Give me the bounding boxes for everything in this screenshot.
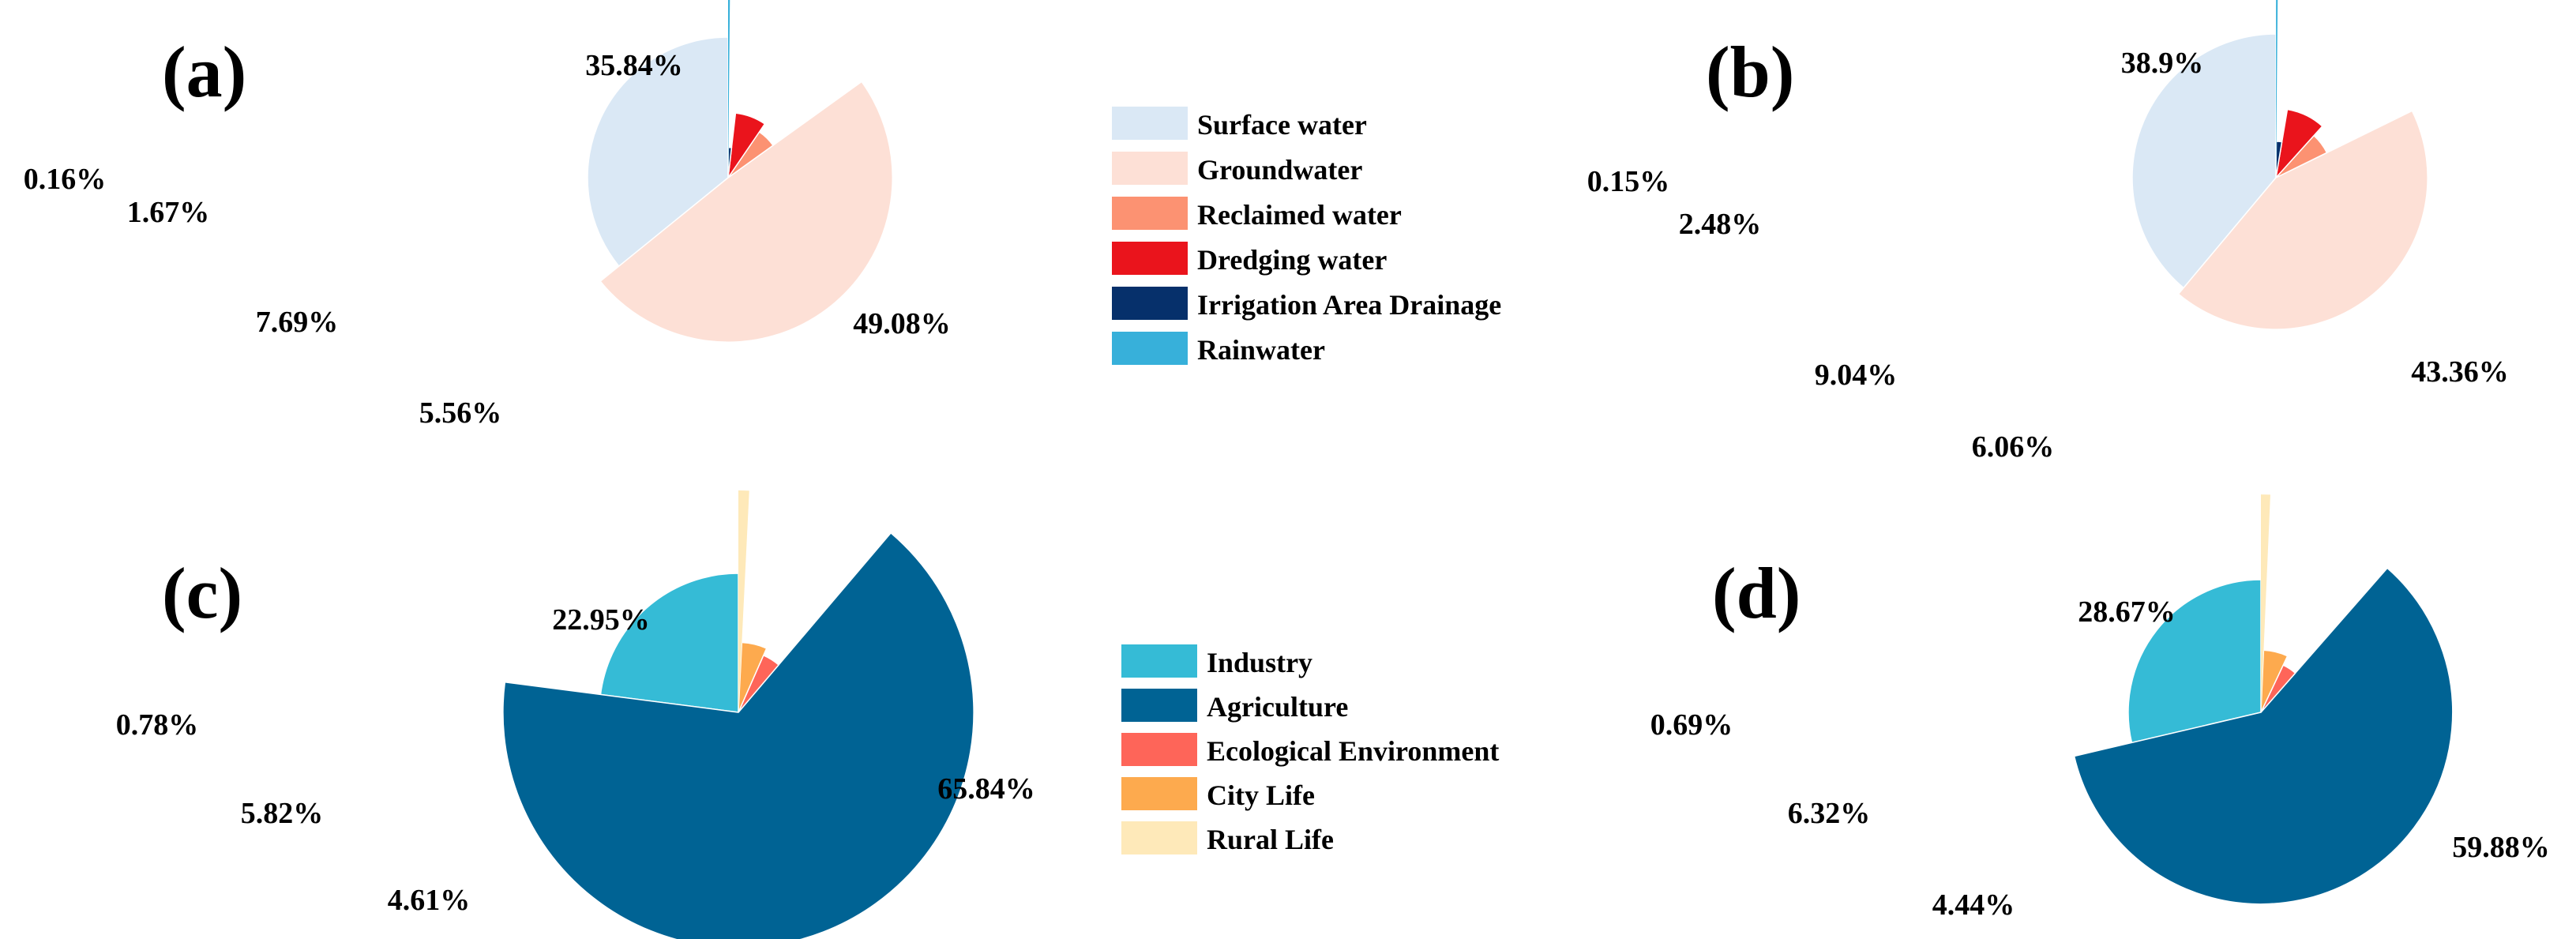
legend-swatch-irrigation-drainage	[1112, 287, 1188, 320]
slice-a-surface-water	[587, 36, 729, 268]
panel-b: (b) 38.9% 43.36% 6.06% 9.04% 2.48% 0.15%	[1587, 0, 2509, 464]
slice-d-rural-life	[2261, 494, 2270, 712]
label-c-agriculture: 65.84%	[937, 772, 1035, 806]
label-b-groundwater: 43.36%	[2411, 355, 2509, 389]
label-d-agriculture: 59.88%	[2452, 831, 2550, 864]
label-b-surface-water: 38.9%	[2121, 47, 2204, 80]
slices-a	[587, 0, 893, 343]
legend-swatch-surface-water	[1112, 107, 1188, 140]
label-d-city-life: 6.32%	[1788, 797, 1871, 830]
label-a-dredging-water: 7.69%	[256, 306, 339, 339]
label-a-reclaimed-water: 5.56%	[419, 396, 502, 430]
legend-item-rural-life: Rural Life	[1121, 821, 1334, 855]
slice-a-rainwater	[728, 0, 730, 178]
legend-swatch-agriculture	[1121, 689, 1197, 722]
legend-label-rainwater: Rainwater	[1197, 334, 1325, 366]
label-b-irrigation-drainage: 2.48%	[1679, 208, 1762, 241]
slice-d-agriculture	[2073, 567, 2454, 905]
slice-b-groundwater	[2177, 110, 2428, 330]
slice-d-city-life	[2260, 649, 2289, 713]
legend-swatch-ecological-environment	[1121, 733, 1197, 766]
panel-label-b: (b)	[1706, 32, 1794, 112]
label-b-reclaimed-water: 6.06%	[1972, 430, 2055, 464]
slice-c-industry	[599, 573, 739, 713]
slice-c-agriculture	[502, 531, 974, 939]
legend-label-reclaimed-water: Reclaimed water	[1197, 199, 1402, 231]
label-c-ecological-environment: 4.61%	[388, 884, 471, 917]
slices-b	[2131, 0, 2428, 330]
slice-b-surface-water	[2131, 33, 2277, 289]
legend-item-groundwater: Groundwater	[1112, 152, 1362, 186]
panel-label-d: (d)	[1712, 553, 1801, 633]
label-d-ecological-environment: 4.44%	[1932, 888, 2015, 922]
panel-d: (d) 28.67% 59.88% 4.44% 6.32% 0.69%	[1650, 494, 2550, 922]
legend-label-industry: Industry	[1207, 647, 1312, 678]
slice-a-irrigation-area-drainage	[727, 146, 733, 178]
label-c-rural-life: 0.78%	[116, 708, 199, 742]
legend-swatch-groundwater	[1112, 152, 1188, 185]
label-d-rural-life: 0.69%	[1650, 708, 1733, 742]
legend-label-surface-water: Surface water	[1197, 109, 1367, 141]
legend-item-irrigation-drainage: Irrigation Area Drainage	[1112, 287, 1501, 321]
legend-label-groundwater: Groundwater	[1197, 154, 1362, 186]
legend-swatch-dredging-water	[1112, 242, 1188, 275]
panel-a: (a) 35.84% 49.08% 5.56% 7.69% 1.67% 0.16…	[24, 0, 951, 430]
label-a-rainwater: 0.16%	[24, 163, 107, 196]
slices-c	[502, 490, 974, 939]
legend-label-agriculture: Agriculture	[1207, 691, 1348, 723]
legend-swatch-city-life	[1121, 777, 1197, 810]
legend-swatch-rainwater	[1112, 332, 1188, 365]
slice-b-irrigation-area-drainage	[2275, 141, 2283, 178]
label-a-groundwater: 49.08%	[853, 307, 951, 340]
legend-item-city-life: City Life	[1121, 777, 1315, 811]
legend-label-ecological-environment: Ecological Environment	[1207, 735, 1499, 767]
legend-item-industry: Industry	[1121, 644, 1312, 678]
legend-item-surface-water: Surface water	[1112, 107, 1367, 141]
legend-label-dredging-water: Dredging water	[1197, 244, 1387, 276]
panel-label-a: (a)	[162, 32, 246, 112]
legend-label-city-life: City Life	[1207, 779, 1315, 811]
legend-supply: Surface water Groundwater Reclaimed wate…	[1112, 107, 1501, 366]
slice-a-dredging-water	[727, 112, 766, 178]
label-b-dredging-water: 9.04%	[1815, 359, 1898, 392]
slice-c-city-life	[738, 641, 768, 713]
label-b-rainwater: 0.15%	[1587, 165, 1670, 198]
legend-label-rural-life: Rural Life	[1207, 824, 1334, 855]
slice-a-groundwater	[599, 81, 893, 343]
legend-label-irrigation-drainage: Irrigation Area Drainage	[1197, 289, 1501, 321]
slice-b-dredging-water	[2274, 108, 2323, 180]
legend-swatch-industry	[1121, 644, 1197, 678]
legend-item-dredging-water: Dredging water	[1112, 242, 1387, 276]
panel-c: (c) 22.95% 65.84% 4.61% 5.82% 0.78%	[116, 490, 1035, 939]
legend-item-ecological-environment: Ecological Environment	[1121, 733, 1499, 767]
panel-label-c: (c)	[162, 553, 242, 633]
legend-swatch-reclaimed-water	[1112, 197, 1188, 230]
slice-b-rainwater	[2276, 0, 2278, 178]
slice-d-industry	[2127, 579, 2262, 744]
label-a-surface-water: 35.84%	[585, 49, 683, 82]
label-a-irrigation-drainage: 1.67%	[127, 196, 210, 229]
legend-item-rainwater: Rainwater	[1112, 332, 1325, 366]
legend-swatch-rural-life	[1121, 821, 1197, 854]
label-c-industry: 22.95%	[552, 603, 650, 637]
slice-c-rural-life	[738, 490, 749, 712]
slices-d	[2073, 494, 2454, 905]
label-c-city-life: 5.82%	[241, 797, 324, 830]
legend-item-reclaimed-water: Reclaimed water	[1112, 197, 1402, 231]
legend-demand: Industry Agriculture Ecological Environm…	[1121, 644, 1499, 855]
legend-item-agriculture: Agriculture	[1121, 689, 1348, 723]
label-d-industry: 28.67%	[2078, 595, 2176, 629]
